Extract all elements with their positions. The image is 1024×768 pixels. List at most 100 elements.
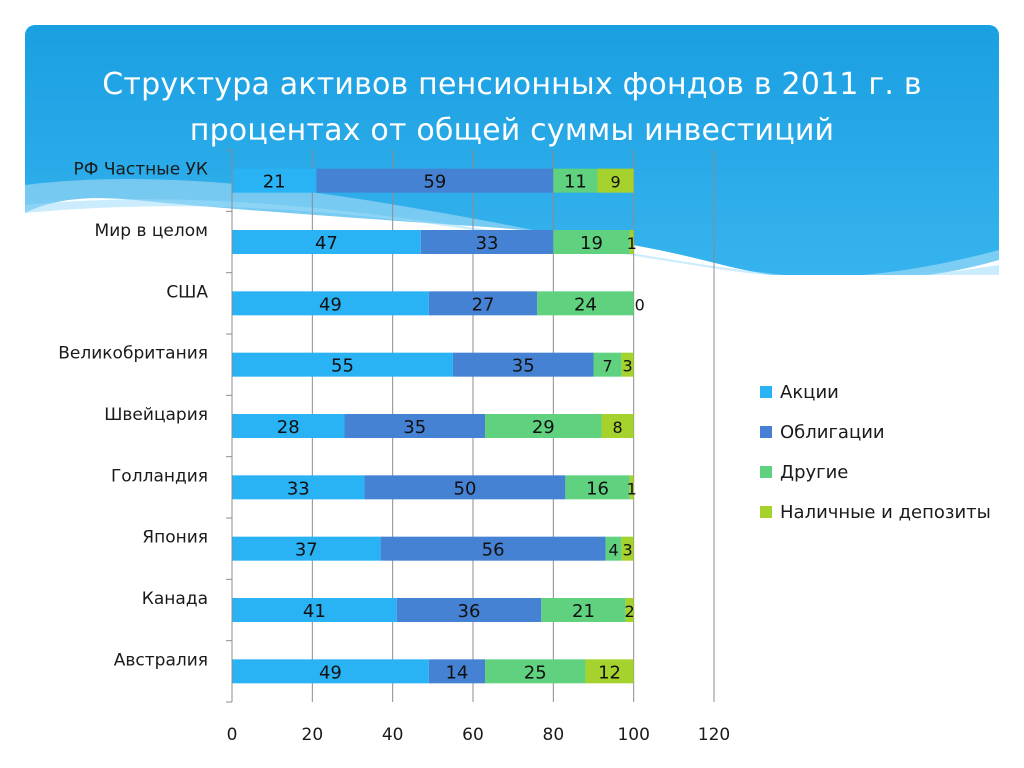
bar-segment <box>344 414 486 438</box>
bar-segment <box>232 291 429 316</box>
data-label: 2 <box>625 602 635 621</box>
legend-swatch <box>760 426 772 438</box>
legend-label: Облигации <box>780 421 885 443</box>
data-label: 37 <box>295 540 318 561</box>
x-tick-label: 0 <box>227 725 238 745</box>
data-label: 27 <box>472 294 495 315</box>
bar-segment <box>428 659 486 684</box>
data-label: 7 <box>602 357 612 376</box>
bar-segment <box>232 352 453 377</box>
bar-segment <box>629 475 634 500</box>
bar-segment <box>585 659 634 684</box>
data-label: 49 <box>319 662 342 683</box>
bar-segment <box>621 536 634 561</box>
legend-item: Наличные и депозиты <box>760 492 991 532</box>
legend-swatch <box>760 506 772 518</box>
category-label: Австралия <box>114 650 208 670</box>
legend-swatch <box>760 466 772 478</box>
data-label: 4 <box>608 541 618 560</box>
data-label: 25 <box>524 662 547 683</box>
data-label: 41 <box>303 601 326 622</box>
data-label: 8 <box>613 418 623 437</box>
bar-segment <box>601 414 634 438</box>
bar-segment <box>420 230 554 254</box>
data-label: 50 <box>454 478 477 499</box>
bar-segment <box>553 230 630 254</box>
legend-item: Акции <box>760 372 991 412</box>
data-label: 16 <box>586 478 609 499</box>
data-label: 3 <box>623 541 633 560</box>
data-label: 47 <box>315 233 338 254</box>
data-label: 0 <box>635 295 645 314</box>
data-label: 35 <box>403 417 426 438</box>
data-label: 29 <box>532 417 555 438</box>
category-label: Япония <box>142 528 208 548</box>
data-label: 24 <box>574 294 597 315</box>
data-label: 14 <box>445 662 468 683</box>
data-label: 12 <box>598 662 621 683</box>
chart-legend: Акции Облигации Другие Наличные и депозиты <box>760 372 991 532</box>
data-label: 49 <box>319 294 342 315</box>
category-label: Голландия <box>111 466 208 486</box>
bar-segment <box>565 475 630 500</box>
bar-segment <box>232 168 317 193</box>
data-label: 1 <box>627 234 637 253</box>
bar-segment <box>625 598 634 622</box>
data-label: 21 <box>263 172 286 193</box>
data-label: 35 <box>512 356 535 377</box>
bar-segment <box>396 598 542 622</box>
bar-segment <box>621 352 634 377</box>
bar-segment <box>553 168 598 193</box>
legend-label: Акции <box>780 381 839 403</box>
data-label: 59 <box>423 172 446 193</box>
data-label: 36 <box>458 601 481 622</box>
category-label: Великобритания <box>58 344 208 364</box>
bar-segment <box>232 598 397 622</box>
bar-segment <box>364 475 566 500</box>
data-label: 1 <box>627 479 637 498</box>
data-label: 28 <box>277 417 300 438</box>
x-tick-label: 20 <box>302 725 324 745</box>
data-label: 56 <box>482 540 505 561</box>
page-title: Структура активов пенсионных фондов в 20… <box>102 67 922 148</box>
data-label: 55 <box>331 356 354 377</box>
bar-segment <box>380 536 606 561</box>
legend-label: Наличные и депозиты <box>780 501 991 523</box>
bar-segment <box>593 352 622 377</box>
bar-segment <box>452 352 594 377</box>
x-tick-label: 120 <box>698 725 730 745</box>
data-label: 9 <box>610 173 620 192</box>
legend-item: Другие <box>760 452 991 492</box>
bar-segment <box>316 168 554 193</box>
bar-segment <box>597 168 634 193</box>
x-tick-label: 100 <box>617 725 649 745</box>
bar-segment <box>232 475 365 500</box>
legend-item: Облигации <box>760 412 991 452</box>
data-label: 33 <box>287 478 310 499</box>
bar-segment <box>485 659 586 684</box>
x-tick-label: 80 <box>543 725 565 745</box>
bar-segment <box>605 536 622 561</box>
bar-segment <box>537 291 634 316</box>
data-label: 33 <box>476 233 499 254</box>
category-label: США <box>166 282 208 302</box>
data-label: 19 <box>580 233 603 254</box>
bar-segment <box>428 291 538 316</box>
bar-segment <box>232 414 345 438</box>
x-tick-label: 60 <box>462 725 484 745</box>
legend-label: Другие <box>780 461 849 483</box>
data-label: 21 <box>572 601 595 622</box>
x-tick-label: 40 <box>382 725 404 745</box>
category-label: Канада <box>142 589 208 609</box>
data-label: 11 <box>564 172 587 193</box>
category-label: Швейцария <box>104 405 208 425</box>
bar-segment <box>232 230 421 254</box>
data-label: 3 <box>623 357 633 376</box>
bar-segment <box>629 230 634 254</box>
category-label: РФ Частные УК <box>74 160 208 180</box>
bar-segment <box>232 659 429 684</box>
bar-segment <box>485 414 602 438</box>
legend-swatch <box>760 386 772 398</box>
category-label: Мир в целом <box>95 221 208 241</box>
